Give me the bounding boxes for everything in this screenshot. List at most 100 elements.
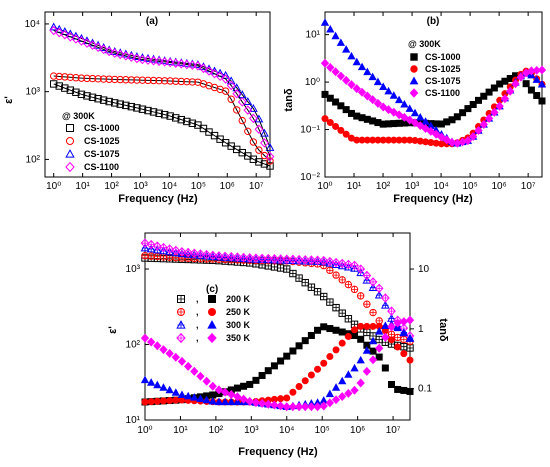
panel-a-point [66, 73, 75, 81]
panel-a-xtick-label: 10⁰ [46, 181, 61, 192]
panel-b-point [394, 110, 404, 120]
panel-a-point [188, 119, 197, 127]
panel-c-tan-point [307, 402, 316, 412]
panel-c-tan-point [405, 333, 415, 342]
panel-c-tan-point [190, 366, 199, 376]
panel-c-tan-point [363, 322, 371, 330]
panel-a-point [77, 74, 86, 82]
panel-a-legend-marker [65, 161, 75, 173]
panel-b-point [336, 38, 346, 46]
panel-b-ytick-label: 10⁻² [300, 172, 320, 183]
panel-c-eps-point [146, 239, 156, 250]
panel-b-point [326, 119, 334, 127]
panel-b-point [337, 102, 345, 110]
panel-c-tan-point [208, 396, 217, 405]
panel-a-point [50, 80, 58, 88]
panel-c-eps-point [152, 241, 162, 251]
panel-b-point [464, 105, 472, 113]
panel-a-point [204, 66, 214, 76]
panel-c-tan-point [331, 395, 341, 405]
panel-c-tan-point [338, 376, 347, 385]
panel-a-point [138, 54, 147, 65]
panel-c-tan-point [357, 322, 365, 330]
panel-c-eps-point-cross [295, 274, 303, 282]
panel-c-ytick-label: 10³ [126, 264, 141, 275]
panel-c-tan-point [251, 398, 261, 408]
panel-a-point [221, 70, 230, 79]
panel-a-xlabel: Frequency (Hz) [118, 193, 198, 205]
panel-b-legend-marker [409, 88, 419, 98]
panel-b-point [389, 107, 398, 117]
panel-c-eps-point-cross [191, 250, 198, 257]
panel-c-tan-point [202, 376, 211, 386]
panel-a-point [172, 77, 180, 85]
panel-a-point [49, 25, 59, 36]
panel-c-eps-point [183, 247, 193, 258]
panel-c-legend-label: 300 K [226, 320, 251, 330]
panel-c-eps-point-cross [234, 253, 241, 261]
panel-c-eps-point [257, 253, 267, 264]
panel-c-tan-point [257, 398, 267, 408]
panel-b-point [336, 71, 346, 81]
panel-c-eps-point-cross [400, 336, 408, 343]
panel-a-point [99, 75, 108, 83]
panel-c-tan-point [165, 348, 174, 358]
panel-c-eps-point-cross [160, 244, 167, 251]
panel-c-eps-point [189, 248, 199, 258]
panel-a-point [54, 27, 64, 38]
panel-a-point [77, 36, 86, 46]
panel-c-eps-point-cross [160, 253, 167, 261]
panel-b-point [469, 132, 478, 142]
panel-c-tan-point [294, 402, 304, 412]
panel-c-tan-point [159, 345, 168, 355]
panel-a-point [160, 77, 169, 85]
panel-a-point [116, 100, 124, 108]
panel-a-point [149, 76, 158, 85]
panel-b-point [463, 136, 473, 146]
panel-c-eps-point [226, 251, 236, 262]
panel-b-point [495, 101, 504, 111]
panel-c-y2-ytick-label: 0.1 [418, 384, 432, 395]
panel-b-point [337, 126, 345, 134]
panel-b-legend-label: CS-1075 [425, 76, 461, 86]
panel-c-label: (c) [206, 284, 218, 295]
panel-a-point [221, 87, 230, 95]
panel-c-tan-point [301, 337, 309, 345]
panel-b-point [474, 96, 482, 104]
panel-b-ytick-label: 10¹ [306, 30, 321, 41]
panel-a-point [183, 117, 191, 126]
panel-c-xtick-label: 10³ [244, 425, 259, 436]
panel-c-eps-point-cross [357, 265, 364, 273]
panel-c-tan-point [368, 355, 378, 365]
panel-c-tan-point [283, 394, 291, 402]
panel-c-tan-point [282, 402, 291, 412]
panel-c-tan-point [165, 385, 174, 394]
panel-c-eps-point [356, 264, 366, 274]
panel-c-tan-point [400, 350, 408, 358]
panel-b-point [379, 102, 388, 112]
panel-a-legend-label: CS-1100 [84, 162, 119, 172]
panel-a-point [127, 76, 136, 84]
panel-c-tan-point [307, 331, 315, 339]
panel-c-tan-point [375, 343, 384, 353]
panel-c-tan-point [350, 363, 359, 372]
panel-c-eps-point [239, 252, 248, 263]
panel-a-point [232, 83, 242, 92]
panel-b-point [326, 94, 334, 102]
panel-c-eps-point-cross [166, 245, 173, 253]
panel-c-tan-point [289, 388, 297, 396]
panel-b-xtick-label: 10⁷ [521, 181, 536, 192]
panel-c-eps-point-cross [228, 253, 235, 260]
panel-c-eps-point-cross [154, 242, 161, 250]
panel-b-point [332, 98, 340, 106]
panel-c-tan-point [344, 388, 353, 398]
panel-c-eps-point-cross [184, 249, 192, 256]
panel-a-point [138, 105, 147, 113]
panel-b-point [537, 79, 547, 88]
panel-a-point [72, 88, 80, 96]
panel-b-point [480, 92, 488, 100]
panel-c-tan-point [208, 381, 217, 391]
panel-c-eps-point-cross [141, 239, 149, 247]
panel-a-point [149, 56, 158, 66]
